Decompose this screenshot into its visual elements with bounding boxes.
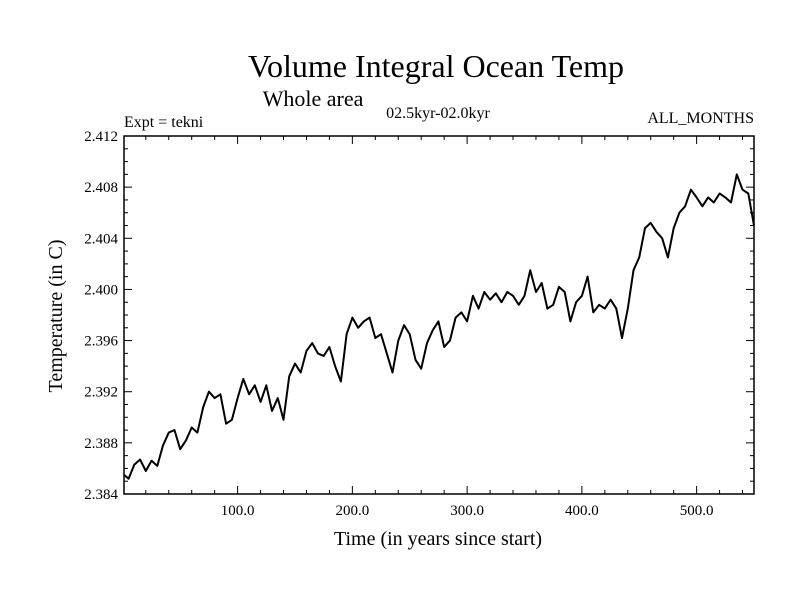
y-tick-label-0: 2.384: [84, 487, 118, 503]
x-tick-label-1: 200.0: [335, 503, 369, 519]
period-label: 02.5kyr-02.0kyr: [386, 105, 490, 122]
x-tick-label-4: 500.0: [680, 503, 714, 519]
y-axis-ticks: 2.384 2.388 2.392 2.396 2.400 2.404 2.408 2.412: [84, 129, 754, 503]
y-tick-label-4: 2.400: [84, 282, 118, 298]
y-tick-label-3: 2.396: [84, 334, 118, 350]
y-tick-label-6: 2.408: [84, 180, 118, 196]
y-axis-label: Temperature (in C): [45, 240, 67, 393]
chart-subtitle: Whole area: [263, 86, 364, 111]
y-tick-label-2: 2.392: [84, 385, 118, 401]
chart-title: Volume Integral Ocean Temp: [248, 48, 624, 84]
x-tick-label-0: 100.0: [221, 503, 255, 519]
plot-frame: [123, 135, 755, 495]
y-tick-label-5: 2.404: [84, 231, 118, 247]
experiment-label: Expt = tekni: [124, 114, 204, 131]
y-tick-label-1: 2.388: [84, 436, 118, 452]
x-tick-label-3: 400.0: [565, 503, 599, 519]
x-axis-label: Time (in years since start): [334, 528, 542, 550]
x-tick-label-2: 300.0: [450, 503, 484, 519]
y-tick-label-7: 2.412: [84, 129, 118, 145]
months-label: ALL_MONTHS: [647, 110, 754, 127]
series-line-temperature: [123, 173, 755, 480]
